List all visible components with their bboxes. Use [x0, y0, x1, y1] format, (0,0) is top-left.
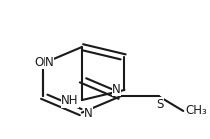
Text: OH: OH — [34, 56, 52, 69]
Text: CH₃: CH₃ — [186, 105, 207, 117]
Text: N: N — [45, 56, 54, 69]
Text: N: N — [112, 83, 121, 96]
Text: NH: NH — [61, 94, 79, 107]
Text: S: S — [156, 98, 164, 111]
Text: N: N — [84, 107, 93, 120]
